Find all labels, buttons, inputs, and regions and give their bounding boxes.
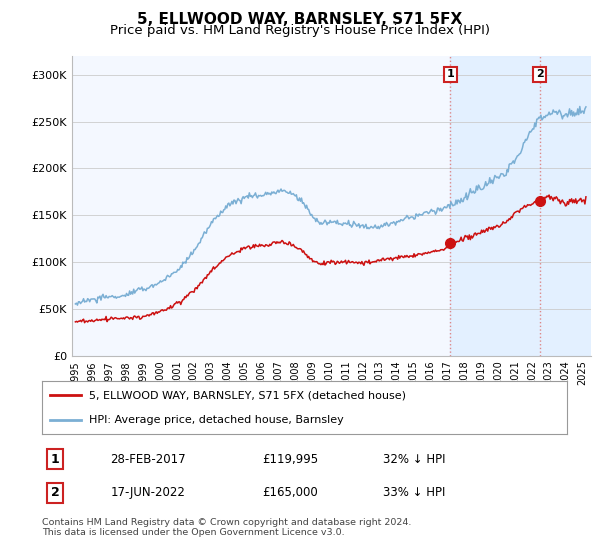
Text: 33% ↓ HPI: 33% ↓ HPI <box>383 486 446 500</box>
Bar <box>450 56 600 356</box>
Text: Contains HM Land Registry data © Crown copyright and database right 2024.
This d: Contains HM Land Registry data © Crown c… <box>42 518 412 538</box>
Text: 1: 1 <box>51 452 59 466</box>
Text: £119,995: £119,995 <box>263 452 319 466</box>
Text: 28-FEB-2017: 28-FEB-2017 <box>110 452 186 466</box>
Text: 1: 1 <box>446 69 454 80</box>
Text: 32% ↓ HPI: 32% ↓ HPI <box>383 452 446 466</box>
Text: 5, ELLWOOD WAY, BARNSLEY, S71 5FX: 5, ELLWOOD WAY, BARNSLEY, S71 5FX <box>137 12 463 27</box>
Text: Price paid vs. HM Land Registry's House Price Index (HPI): Price paid vs. HM Land Registry's House … <box>110 24 490 37</box>
Text: 2: 2 <box>51 486 59 500</box>
Text: £165,000: £165,000 <box>263 486 318 500</box>
Text: 17-JUN-2022: 17-JUN-2022 <box>110 486 185 500</box>
Text: 5, ELLWOOD WAY, BARNSLEY, S71 5FX (detached house): 5, ELLWOOD WAY, BARNSLEY, S71 5FX (detac… <box>89 390 406 400</box>
Text: HPI: Average price, detached house, Barnsley: HPI: Average price, detached house, Barn… <box>89 414 344 424</box>
Text: 2: 2 <box>536 69 544 80</box>
